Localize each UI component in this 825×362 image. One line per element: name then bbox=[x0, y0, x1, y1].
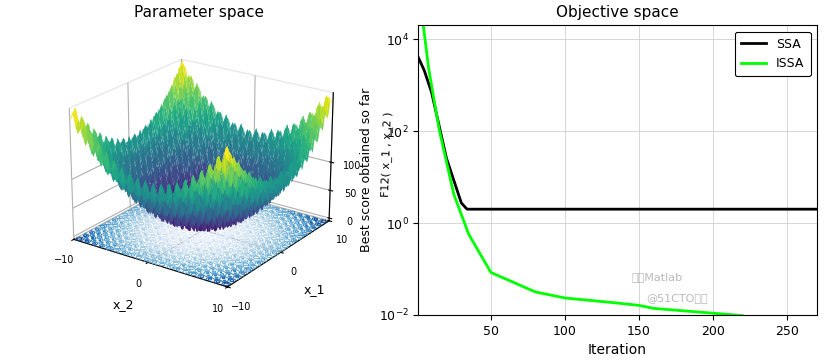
Title: Parameter space: Parameter space bbox=[134, 5, 264, 20]
ISSA bbox=[642, 305, 652, 309]
Y-axis label: Best score obtained so far: Best score obtained so far bbox=[360, 88, 373, 252]
ISSA bbox=[520, 285, 530, 290]
ISSA bbox=[686, 309, 695, 313]
Y-axis label: x_1: x_1 bbox=[304, 283, 325, 296]
SSA bbox=[428, 97, 438, 101]
ISSA bbox=[474, 250, 484, 254]
Title: Objective space: Objective space bbox=[556, 5, 679, 20]
Text: 天天Matlab: 天天Matlab bbox=[632, 272, 683, 282]
SSA bbox=[413, 55, 423, 60]
SSA bbox=[643, 207, 653, 211]
SSA bbox=[462, 207, 472, 211]
Legend: SSA, ISSA: SSA, ISSA bbox=[734, 31, 810, 76]
SSA bbox=[812, 207, 822, 211]
ISSA bbox=[549, 294, 559, 298]
ISSA bbox=[812, 333, 822, 338]
Line: SSA: SSA bbox=[418, 58, 817, 209]
Text: @51CTO博客: @51CTO博客 bbox=[647, 292, 708, 303]
Line: ISSA: ISSA bbox=[418, 0, 817, 336]
SSA bbox=[475, 207, 485, 211]
ISSA bbox=[428, 92, 438, 97]
X-axis label: x_2: x_2 bbox=[113, 298, 134, 311]
X-axis label: Iteration: Iteration bbox=[588, 343, 647, 357]
SSA bbox=[521, 207, 531, 211]
SSA bbox=[687, 207, 697, 211]
SSA bbox=[551, 207, 561, 211]
